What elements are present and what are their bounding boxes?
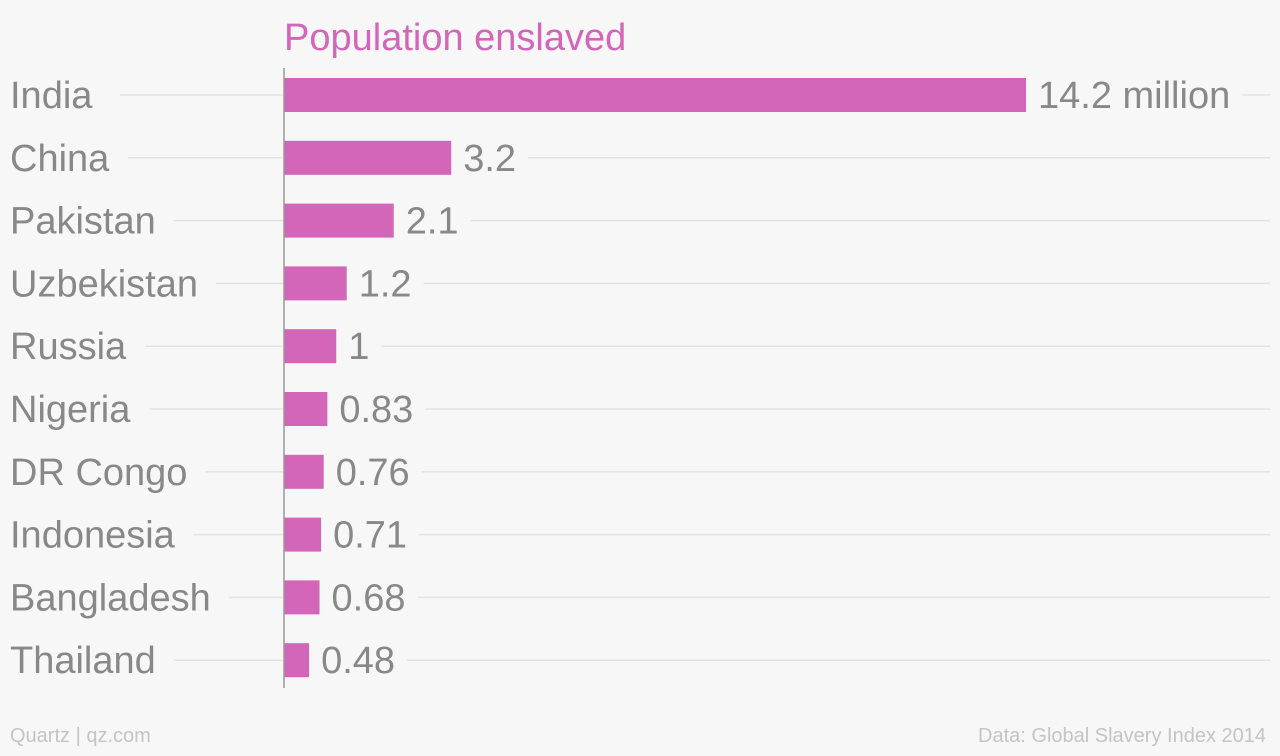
bar (284, 643, 310, 678)
value-label: 2.1 (406, 201, 459, 243)
label-mask (6, 654, 174, 667)
value-label: 0.76 (336, 452, 410, 494)
label-mask (6, 340, 146, 353)
label-mask (6, 151, 129, 164)
value-label: 14.2 million (1038, 75, 1230, 117)
bar (284, 454, 324, 489)
category-label: Bangladesh (10, 577, 211, 619)
bar (284, 392, 328, 426)
bar (284, 329, 337, 364)
bars (284, 78, 1026, 678)
category-label: Pakistan (10, 201, 156, 243)
label-mask (6, 214, 174, 227)
label-mask (6, 591, 229, 604)
category-label: Uzbekistan (10, 263, 198, 305)
bar (284, 517, 322, 552)
bar (284, 266, 347, 301)
category-label: Thailand (10, 640, 156, 682)
bar (284, 78, 1026, 112)
label-mask (6, 465, 206, 478)
category-label: DR Congo (10, 452, 187, 494)
source-credit: Quartz | qz.com (10, 725, 151, 747)
category-label: India (10, 75, 93, 117)
value-label: 3.2 (463, 138, 516, 180)
category-label: Russia (10, 326, 127, 368)
data-source: Data: Global Slavery Index 2014 (978, 725, 1266, 747)
label-mask (6, 403, 150, 415)
label-mask (284, 654, 408, 667)
value-label: 1.2 (359, 263, 412, 305)
label-mask (6, 528, 194, 541)
value-label: 0.48 (321, 640, 395, 682)
value-label: 0.68 (332, 577, 406, 619)
category-label: China (10, 138, 110, 180)
bar (284, 140, 452, 175)
category-label: Indonesia (10, 515, 176, 557)
label-mask (6, 89, 112, 101)
value-label: 0.83 (339, 389, 413, 431)
chart-title: Population enslaved (284, 17, 626, 59)
label-mask (6, 277, 216, 290)
bar (284, 580, 320, 615)
value-label: 1 (348, 326, 369, 368)
category-label: Nigeria (10, 389, 131, 431)
value-label: 0.71 (333, 515, 407, 557)
bar (284, 203, 394, 238)
